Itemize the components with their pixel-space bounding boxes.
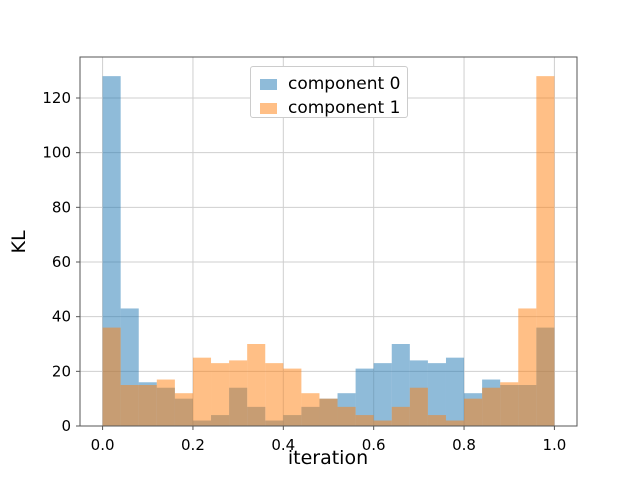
bar-component1-bin13 (337, 406, 356, 426)
legend-item-1: component 1 (251, 96, 407, 120)
bar-component0-bin14 (355, 368, 374, 426)
legend-item-0: component 0 (251, 72, 407, 96)
bar-component1-bin18 (427, 415, 446, 426)
bar-component1-bin5 (192, 357, 212, 426)
x-tick-label-0.2: 0.2 (181, 436, 205, 454)
bar-component1-bin9 (265, 363, 284, 426)
y-tick-label-0: 0 (61, 417, 71, 435)
plot-area: 0.0 0.2 0.4 0.6 0.8 1.0 0 20 40 60 80 100 120 (42, 56, 578, 454)
bar-component1-bin4 (174, 393, 193, 426)
bar-component1-bin6 (211, 363, 230, 426)
axes-spines (79, 56, 578, 427)
x-tick-label-0.4: 0.4 (271, 436, 295, 454)
bar-component0-bin16 (391, 344, 410, 426)
y-tick-label-20: 20 (52, 362, 71, 380)
x-axis-label: iteration (288, 447, 368, 469)
bar-component1-bin20 (464, 398, 483, 426)
bar-component1-bin14 (355, 415, 374, 426)
bar-component1-bin3 (156, 379, 175, 426)
x-tick-label-0.0: 0.0 (91, 436, 115, 454)
x-tick-label-0.8: 0.8 (452, 436, 476, 454)
legend-label-0: component 0 (288, 73, 401, 94)
x-tick-label-1.0: 1.0 (542, 436, 566, 454)
bar-component1-bin7 (229, 360, 248, 426)
bar-component0-bin18 (427, 363, 446, 426)
bar-component1-bin24 (536, 76, 555, 426)
legend-label-1: component 1 (288, 97, 401, 118)
legend-swatch-1 (260, 102, 277, 114)
bar-component1-bin22 (500, 382, 519, 426)
y-tick-label-100: 100 (42, 144, 71, 162)
bar-component1-bin0 (102, 327, 121, 426)
bar-component1-bin1 (120, 385, 139, 426)
bar-component1-bin8 (247, 344, 266, 426)
y-tick-label-80: 80 (52, 198, 71, 216)
plot-background (80, 57, 577, 426)
legend-swatch-0 (260, 78, 277, 90)
bar-component0-bin19 (445, 357, 465, 426)
y-tick-label-120: 120 (42, 89, 71, 107)
bar-component1-bin11 (301, 393, 320, 426)
bar-component1-bin10 (283, 368, 302, 426)
bar-component1-bin2 (138, 385, 157, 426)
bar-component1-bin19 (445, 420, 465, 426)
bar-component1-bin21 (482, 387, 501, 426)
y-axis-label: KL (8, 230, 30, 253)
y-tick-label-60: 60 (52, 253, 71, 271)
bar-component1-bin15 (373, 420, 392, 426)
bar-component1-bin17 (409, 387, 428, 426)
bar-component1-bin23 (518, 308, 537, 426)
x-tick-label-0.6: 0.6 (362, 436, 386, 454)
legend: component 0 component 1 (250, 66, 408, 118)
y-tick-label-40: 40 (52, 308, 71, 326)
bar-component1-bin12 (319, 398, 338, 426)
bar-component0-bin15 (373, 363, 392, 426)
bar-component1-bin16 (391, 406, 410, 426)
